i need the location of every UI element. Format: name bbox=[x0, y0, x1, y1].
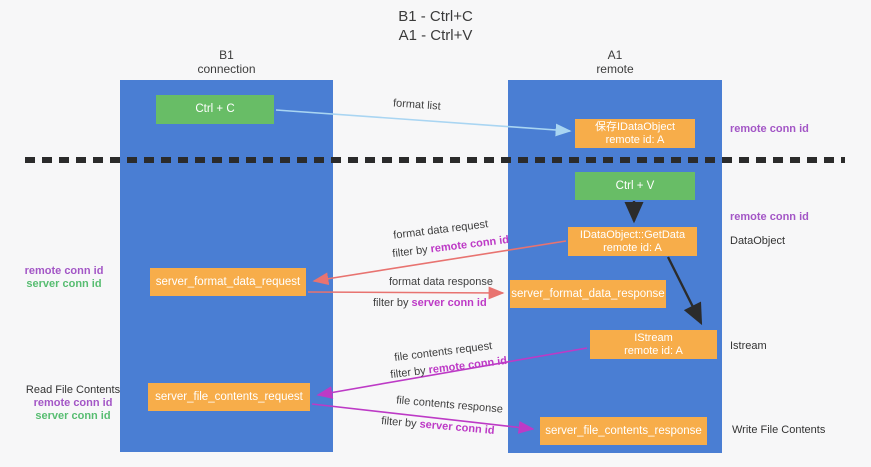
filter-by-server-1: filter by server conn id bbox=[373, 297, 487, 309]
server-conn-id-label-left-2: server conn id bbox=[35, 410, 111, 422]
title-line-1: B1 - Ctrl+C bbox=[398, 8, 473, 25]
left-conn-id-block-1: remote conn id server conn id bbox=[18, 265, 110, 291]
getdata-to-istream-arrow bbox=[666, 256, 703, 326]
format-list-arrow bbox=[275, 109, 572, 137]
left-conn-id-block-2: Read File Contents remote conn id server… bbox=[18, 384, 128, 423]
remote-conn-id-label-left-1: remote conn id bbox=[24, 265, 104, 277]
format-data-response-label: format data response bbox=[389, 276, 493, 288]
server-file-contents-request-label: server_file_contents_request bbox=[155, 390, 303, 403]
file-contents-response-arrow bbox=[311, 403, 535, 434]
server-format-data-request-box: server_format_data_request bbox=[150, 268, 306, 296]
getdata-line2: remote id: A bbox=[603, 241, 662, 254]
remote-conn-id-label-left-2: remote conn id bbox=[33, 397, 113, 409]
format-data-request-arrow bbox=[312, 240, 567, 286]
ctrl-c-box: Ctrl + C bbox=[156, 95, 274, 124]
filter-by-text: filter by bbox=[373, 297, 412, 309]
server-format-data-response-box: server_format_data_response bbox=[510, 280, 666, 308]
server-format-data-request-label: server_format_data_request bbox=[155, 275, 301, 288]
server-file-contents-response-label: server_file_contents_response bbox=[545, 424, 702, 437]
save-idataobject-line1: 保存IDataObject bbox=[594, 120, 676, 133]
remote-conn-id-label-top-right: remote conn id bbox=[730, 123, 809, 135]
istream-line2: remote id: A bbox=[624, 344, 683, 357]
istream-side-label: Istream bbox=[730, 340, 767, 352]
lane-a1-role: remote bbox=[596, 62, 634, 76]
server-conn-id-label-left-1: server conn id bbox=[26, 278, 102, 290]
lane-a1-name: A1 bbox=[607, 48, 623, 62]
server-file-contents-request-box: server_file_contents_request bbox=[148, 383, 310, 411]
diagram-title: B1 - Ctrl+C A1 - Ctrl+V bbox=[0, 7, 871, 45]
dashed-separator bbox=[25, 157, 845, 163]
file-contents-request-arrow bbox=[316, 347, 588, 399]
lane-header-a1: A1 remote bbox=[508, 48, 722, 76]
title-line-2: A1 - Ctrl+V bbox=[398, 27, 473, 44]
ctrl-v-label: Ctrl + V bbox=[615, 179, 655, 192]
ctrl-c-label: Ctrl + C bbox=[195, 103, 235, 115]
remote-conn-id-label-mid-right: remote conn id bbox=[730, 211, 809, 223]
server-file-contents-response-box: server_file_contents_response bbox=[540, 417, 707, 445]
lane-b1-role: connection bbox=[197, 62, 256, 76]
save-idataobject-box: 保存IDataObject remote id: A bbox=[575, 119, 695, 148]
format-data-response-arrow bbox=[307, 286, 505, 300]
dataobject-label: DataObject bbox=[730, 235, 786, 247]
getdata-line1: IDataObject::GetData bbox=[579, 228, 686, 241]
read-file-contents-label: Read File Contents bbox=[25, 384, 121, 396]
istream-box: IStream remote id: A bbox=[590, 330, 717, 359]
save-idataobject-line2: remote id: A bbox=[605, 133, 665, 146]
server-format-data-response-label: server_format_data_response bbox=[511, 287, 665, 300]
ctrl-v-box: Ctrl + V bbox=[575, 172, 695, 200]
write-file-contents-label: Write File Contents bbox=[732, 424, 826, 436]
idataobject-getdata-box: IDataObject::GetData remote id: A bbox=[568, 227, 697, 256]
lane-header-b1: B1 connection bbox=[120, 48, 333, 76]
server-conn-id-filter-1: server conn id bbox=[411, 297, 487, 309]
lane-b1-name: B1 bbox=[219, 48, 234, 62]
istream-line1: IStream bbox=[634, 331, 673, 344]
